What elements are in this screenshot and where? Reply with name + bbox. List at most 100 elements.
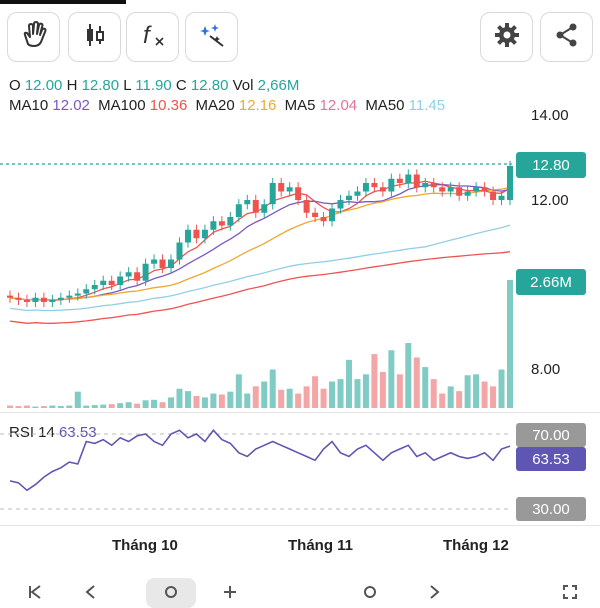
fullscreen-button[interactable]	[545, 578, 595, 608]
volume-bar	[345, 359, 352, 408]
bottom-nav-bar	[0, 578, 600, 608]
candle	[473, 182, 480, 197]
ohlc-readout: O 12.00 H 12.80 L 11.90 C 12.80 Vol 2,66…	[9, 77, 299, 94]
skip-back-icon	[27, 584, 43, 603]
share-button[interactable]	[540, 12, 593, 62]
candle	[278, 177, 285, 197]
settings-button[interactable]	[480, 12, 533, 62]
volume-bar	[337, 379, 344, 408]
candle	[49, 294, 56, 308]
candle	[456, 182, 463, 201]
candle	[74, 288, 81, 301]
volume-bar	[413, 357, 420, 408]
ma10-label: MA10	[9, 97, 49, 114]
candle	[329, 203, 336, 227]
candle	[312, 207, 319, 223]
volume-bar	[295, 393, 302, 408]
price-tick-label: 8.00	[531, 361, 561, 378]
time-axis-label: Tháng 11	[288, 537, 354, 554]
volume-bar	[320, 388, 327, 408]
share-icon	[553, 21, 581, 54]
candle	[371, 177, 378, 193]
rsi-value: 63.53	[59, 424, 97, 441]
scroll-forward-button[interactable]	[410, 578, 460, 608]
volume-bar	[507, 280, 513, 408]
volume-bar	[210, 393, 217, 408]
volume-bar	[286, 388, 293, 408]
scroll-back-button[interactable]	[65, 578, 115, 608]
reset-view-button[interactable]	[345, 578, 395, 608]
ma50-value: 11.45	[408, 97, 446, 114]
volume-bar	[125, 402, 132, 408]
volume-bar	[252, 386, 259, 408]
volume-bar	[371, 354, 378, 408]
volume-bar	[91, 405, 98, 408]
volume-bar	[405, 343, 412, 408]
volume-bar	[498, 369, 505, 408]
candle	[345, 190, 352, 206]
volume-bar	[151, 399, 158, 408]
time-axis-label: Tháng 12	[443, 537, 509, 554]
volume-bar	[362, 374, 369, 408]
candle	[244, 194, 251, 210]
candle	[168, 254, 175, 274]
ma20-label: MA20	[195, 97, 235, 114]
volume-bar	[100, 404, 107, 408]
close-value: 12.80	[190, 77, 229, 94]
candle	[66, 290, 73, 303]
candle	[362, 177, 369, 197]
last-price-tag: 12.80	[516, 152, 586, 178]
volume-bar	[303, 386, 310, 408]
candle	[337, 194, 344, 214]
drawing-tools-button[interactable]	[185, 12, 238, 62]
chevron-left-icon	[82, 584, 98, 603]
zoom-in-button[interactable]	[205, 578, 255, 608]
candle	[405, 169, 412, 189]
volume-bar	[379, 371, 386, 408]
scroll-start-button[interactable]	[10, 578, 60, 608]
candle	[261, 199, 268, 218]
candle	[125, 267, 132, 282]
volume-bar	[193, 395, 200, 408]
candle	[40, 292, 47, 308]
candle	[490, 186, 497, 206]
volume-bar	[159, 402, 166, 408]
volume-bar	[23, 405, 30, 408]
candle	[108, 275, 115, 291]
expand-icon	[562, 584, 578, 603]
volume-tag: 2.66M	[516, 269, 586, 295]
indicators-button[interactable]: f	[126, 12, 179, 62]
moving-average-line	[9, 251, 511, 324]
volume-bar	[354, 379, 361, 408]
hand-icon	[19, 20, 49, 55]
volume-bar	[57, 406, 64, 408]
plus-icon	[222, 584, 238, 603]
candle	[32, 292, 39, 308]
volume-bar	[49, 405, 56, 408]
candle	[7, 290, 13, 303]
volume-bar	[32, 406, 39, 408]
volume-bar	[134, 403, 141, 408]
ma5-value: 12.04	[319, 97, 358, 114]
ma10-value: 12.02	[52, 97, 90, 114]
close-label: C	[175, 77, 187, 94]
candle	[430, 177, 437, 193]
chart-type-button[interactable]	[68, 12, 121, 62]
magic-icon	[197, 20, 227, 55]
low-label: L	[123, 77, 132, 94]
candle	[320, 211, 327, 227]
hand-tool-button[interactable]	[7, 12, 60, 62]
moving-average-line	[9, 184, 511, 301]
candle	[83, 284, 90, 299]
candle	[388, 173, 395, 197]
candle	[91, 279, 98, 295]
moving-average-line	[9, 186, 511, 301]
zoom-out-button[interactable]	[146, 578, 196, 608]
volume-bar	[117, 403, 124, 408]
volume-bar	[15, 406, 22, 408]
candle	[117, 271, 124, 291]
volume-bar	[464, 375, 471, 408]
candle	[481, 182, 488, 197]
candle	[464, 186, 471, 201]
candle	[286, 182, 293, 197]
